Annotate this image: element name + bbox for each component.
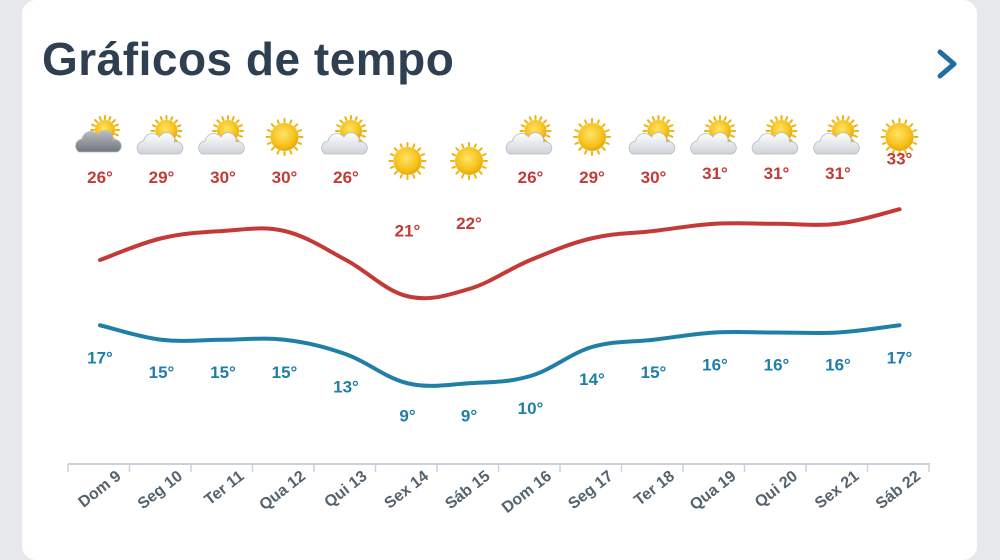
partly-cloudy-icon: [136, 115, 184, 155]
max-temp-label: 31°: [825, 164, 851, 183]
sun-icon: [573, 118, 611, 156]
x-tick-label: Sex 21: [812, 468, 863, 513]
max-temp-label: 29°: [579, 168, 605, 187]
partly-cloudy-icon: [628, 115, 676, 155]
min-temp-label: 16°: [702, 356, 728, 375]
min-temp-label: 13°: [333, 377, 359, 396]
x-tick-label: Dom 16: [499, 468, 555, 517]
min-temp-label: 15°: [641, 363, 667, 382]
min-temp-label: 9°: [399, 406, 415, 425]
x-tick-label: Qui 13: [321, 468, 370, 512]
min-temp-label: 15°: [272, 363, 298, 382]
max-temperature-line: [98, 207, 902, 301]
x-tick-label: Qui 20: [752, 468, 801, 512]
x-tick-label: Sáb 15: [442, 468, 493, 513]
partly-cloudy-icon: [813, 115, 860, 155]
partly-cloudy-icon: [690, 115, 737, 155]
x-tick-label: Ter 11: [201, 468, 247, 509]
min-temp-label: 17°: [887, 348, 913, 367]
max-temp-label: 30°: [641, 168, 667, 187]
min-temp-label: 14°: [579, 370, 605, 389]
sun-icon: [450, 142, 488, 180]
x-tick-label: Qua 12: [256, 468, 309, 514]
min-temp-label: 16°: [764, 356, 790, 375]
max-temp-label: 26°: [87, 168, 113, 187]
x-tick-label: Seg 17: [565, 468, 616, 513]
max-temp-label: 22°: [456, 214, 482, 233]
x-tick-label: Sáb 22: [873, 468, 924, 513]
weather-chart-card: [22, 0, 977, 560]
sun-icon: [880, 118, 919, 156]
temperature-chart: 26° 29° 30° 30° 26° 21° 22° 26° 29° 30° 31° 31° 31° 3…: [67, 115, 930, 517]
max-temp-label: 26°: [333, 168, 359, 187]
min-temp-label: 16°: [825, 356, 851, 375]
x-tick-label: Ter 18: [631, 468, 678, 510]
x-tick-label: Qua 19: [687, 468, 740, 514]
partly-cloudy-icon: [505, 115, 553, 155]
min-temp-label: 17°: [87, 348, 113, 367]
chevron-right-icon[interactable]: [930, 44, 966, 84]
min-temperature-line: [98, 323, 902, 388]
sun-icon: [265, 118, 304, 156]
min-temp-label: 15°: [149, 363, 175, 382]
max-temp-label: 30°: [272, 168, 298, 187]
max-temp-label: 29°: [149, 168, 175, 187]
partly-cloudy-icon: [198, 115, 245, 155]
min-temp-label: 9°: [461, 406, 477, 425]
max-temp-label: 31°: [702, 164, 728, 183]
x-tick-label: Sex 14: [382, 468, 433, 513]
page-title: Gráficos de tempo: [42, 33, 455, 85]
max-temp-label: 21°: [395, 221, 421, 240]
x-tick-label: Seg 10: [135, 468, 186, 513]
min-temp-label: 15°: [210, 363, 236, 382]
sun-icon: [388, 142, 427, 180]
partly-cloudy-icon: [751, 115, 799, 155]
partly-cloudy-icon: [321, 115, 368, 155]
cloudy-icon: [75, 115, 122, 153]
max-temp-label: 31°: [764, 164, 790, 183]
max-temp-label: 30°: [210, 168, 236, 187]
x-tick-label: Dom 9: [75, 468, 124, 512]
max-temp-label: 33°: [887, 149, 913, 168]
max-temp-label: 26°: [518, 168, 544, 187]
min-temp-label: 10°: [518, 399, 544, 418]
